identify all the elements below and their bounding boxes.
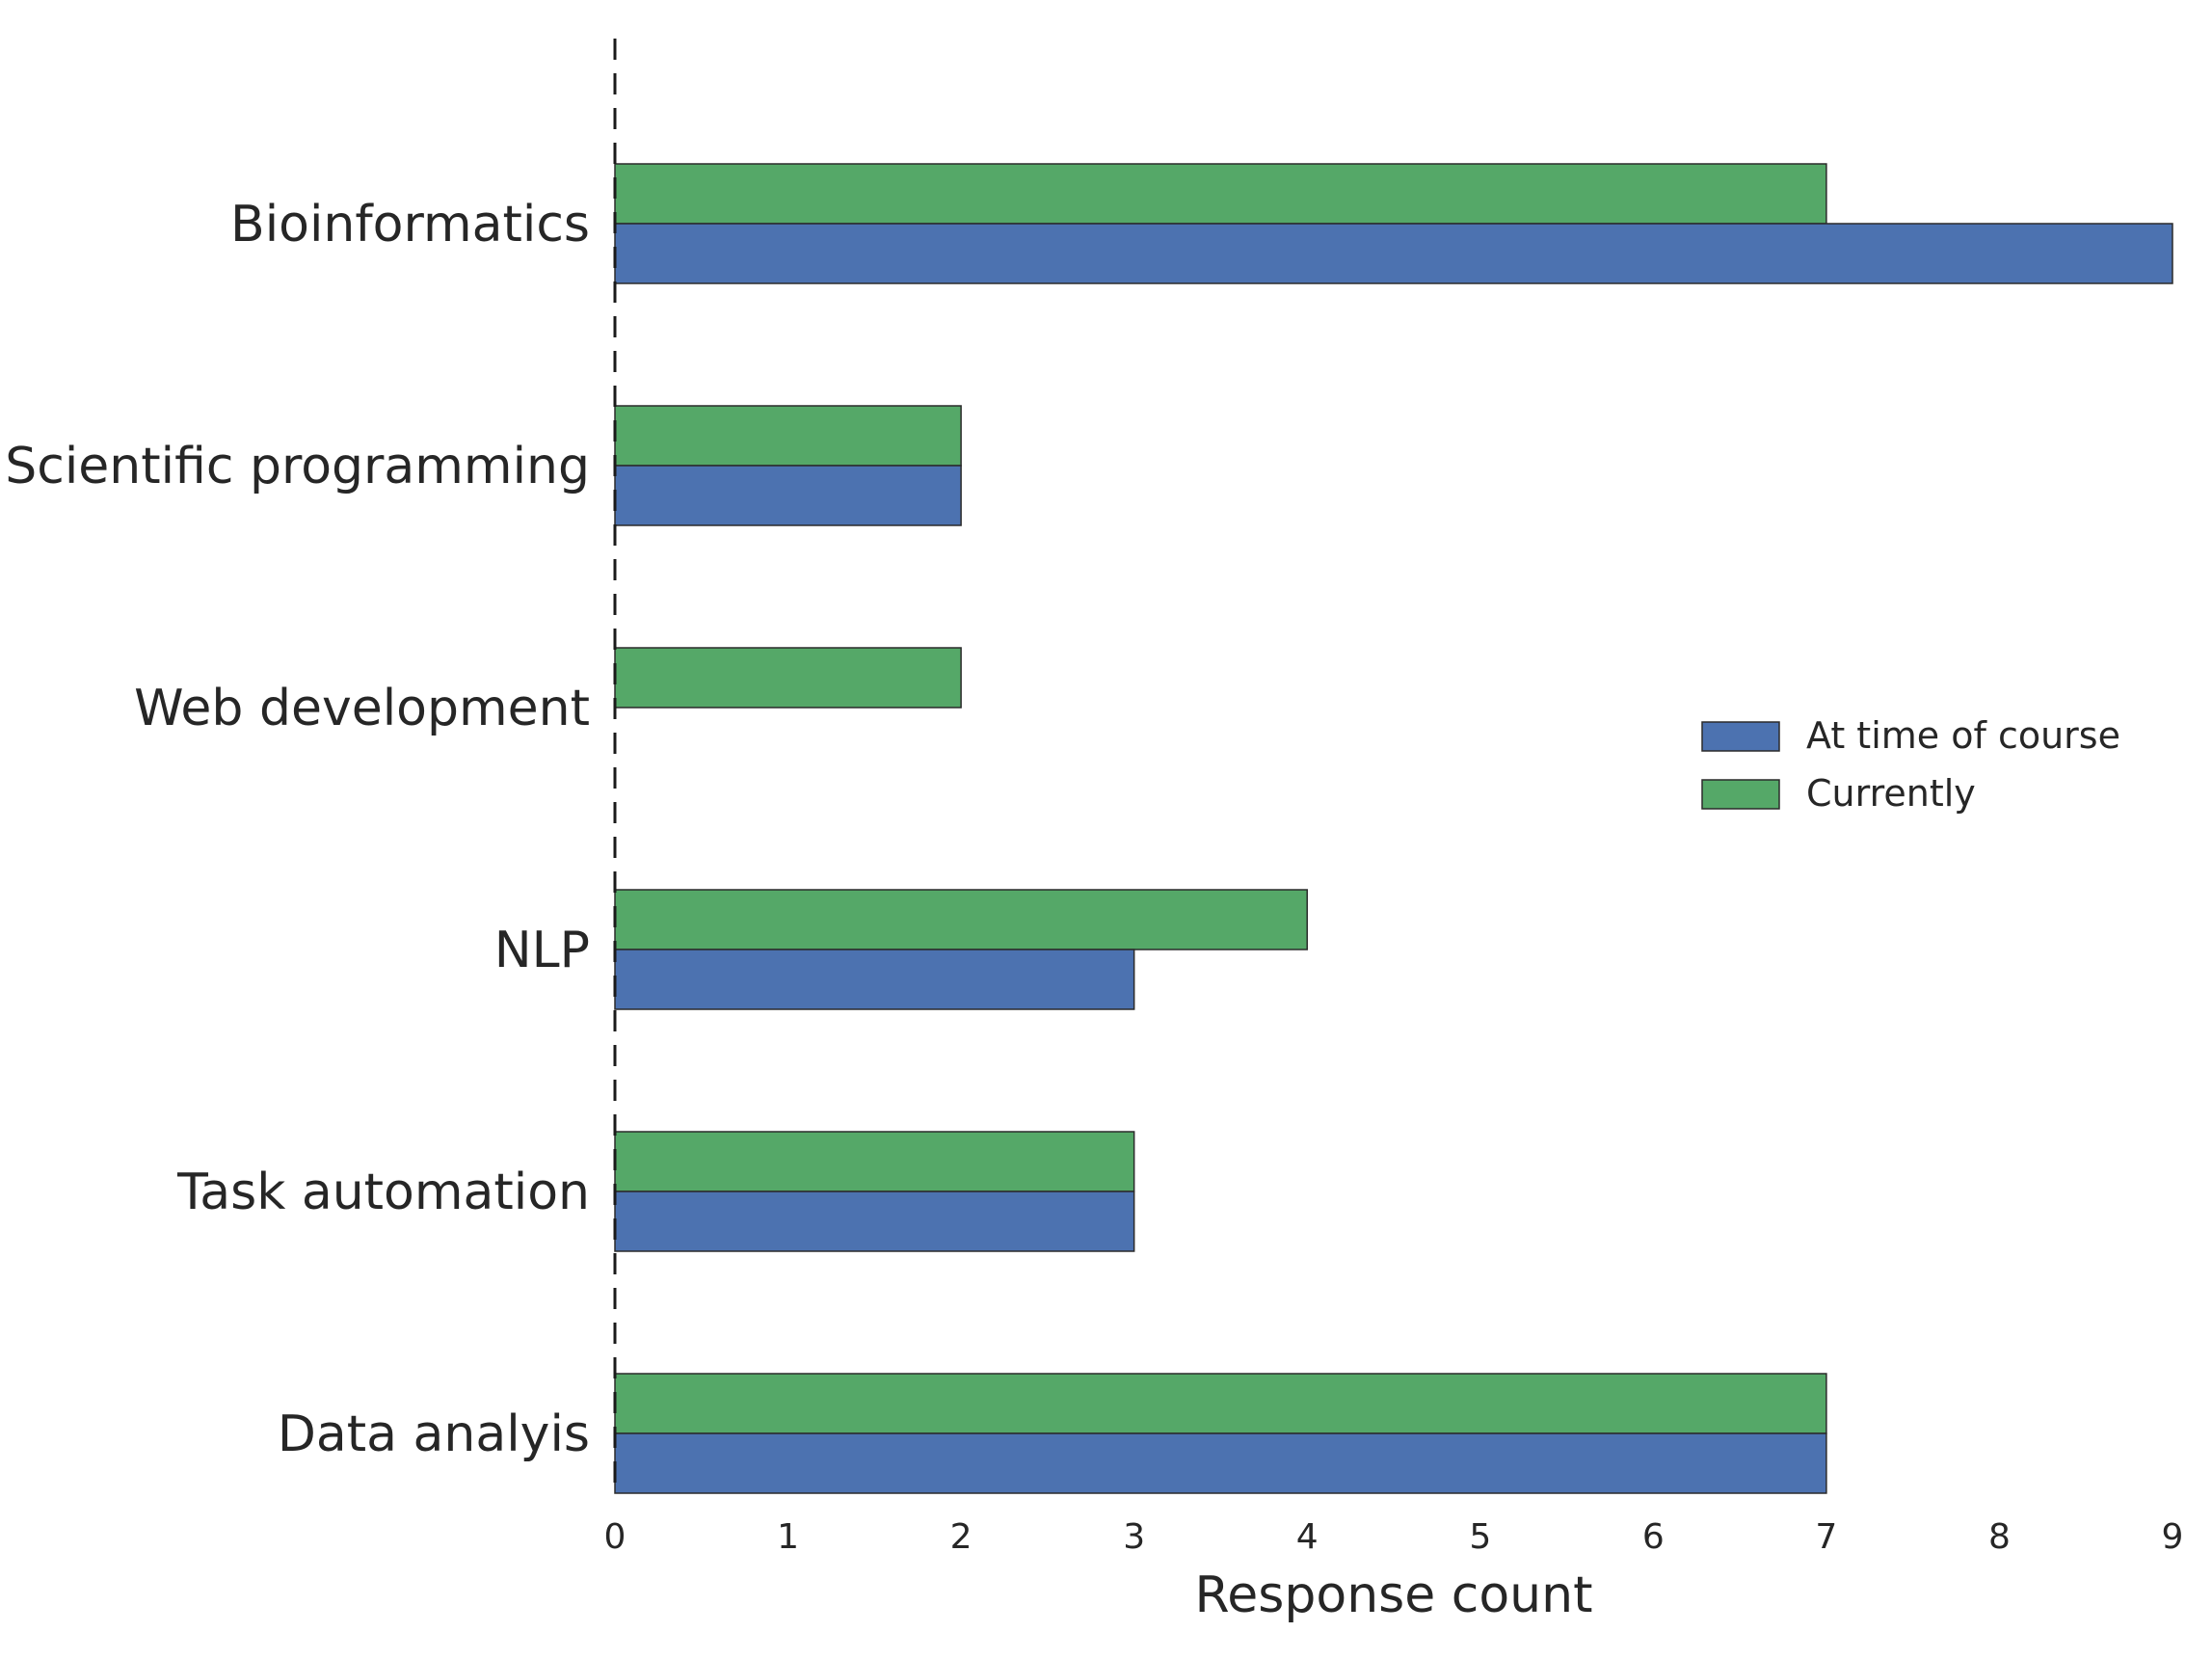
- bar-currently-2: [614, 647, 962, 709]
- bar-at-time-of-course-5: [614, 1432, 1827, 1494]
- legend-swatch-at-time-of-course: [1701, 721, 1780, 752]
- category-label: Web development: [134, 680, 590, 737]
- bar-at-time-of-course-3: [614, 949, 1135, 1010]
- legend-swatch-currently: [1701, 779, 1780, 810]
- bar-at-time-of-course-4: [614, 1191, 1135, 1252]
- legend: At time of course Currently: [1701, 714, 2120, 815]
- bar-currently-4: [614, 1131, 1135, 1192]
- category-label: Scientific programming: [5, 438, 590, 495]
- x-tick-label: 5: [1469, 1517, 1491, 1557]
- bar-currently-5: [614, 1373, 1827, 1434]
- category-label: Task automation: [176, 1164, 590, 1221]
- category-label: Bioinformatics: [230, 196, 590, 254]
- x-tick-label: 9: [2162, 1517, 2184, 1557]
- bar-currently-1: [614, 405, 962, 467]
- x-tick-label: 6: [1642, 1517, 1665, 1557]
- x-tick-label: 4: [1296, 1517, 1319, 1557]
- x-tick-label: 8: [1988, 1517, 2011, 1557]
- category-label: Data analyis: [278, 1405, 590, 1463]
- bar-at-time-of-course-1: [614, 465, 962, 526]
- bar-currently-0: [614, 163, 1827, 225]
- x-tick-label: 2: [950, 1517, 973, 1557]
- x-tick-label: 1: [777, 1517, 799, 1557]
- bar-at-time-of-course-0: [614, 223, 2173, 284]
- category-labels: Bioinformatics Scientific programming Web …: [5, 196, 590, 1463]
- x-tick-label: 3: [1123, 1517, 1145, 1557]
- legend-label-at-time-of-course: At time of course: [1806, 714, 2120, 757]
- x-tick-label: 0: [604, 1517, 626, 1557]
- x-axis-title: Response count: [1195, 1566, 1593, 1624]
- bar-currently-3: [614, 889, 1308, 950]
- category-label: NLP: [494, 922, 590, 979]
- bars-group: [614, 163, 2173, 1494]
- x-tick-label: 7: [1815, 1517, 1837, 1557]
- legend-label-currently: Currently: [1806, 772, 1976, 815]
- x-tick-labels: 0 1 2 3 4 5 6 7 8 9: [604, 1517, 2184, 1557]
